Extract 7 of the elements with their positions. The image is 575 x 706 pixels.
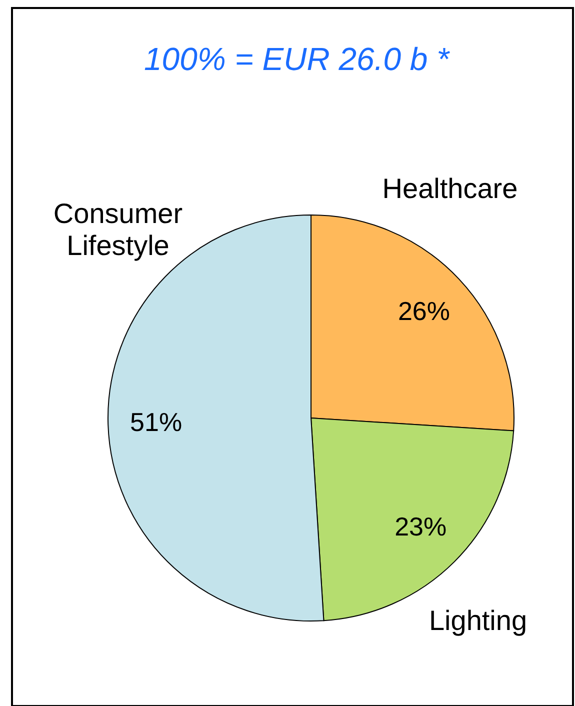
slice-label: Consumer Lifestyle bbox=[53, 198, 183, 261]
data-label: 26% bbox=[398, 296, 450, 326]
slice-label: Healthcare bbox=[382, 173, 518, 204]
slice-label: Lighting bbox=[428, 605, 528, 636]
data-label: 51% bbox=[130, 406, 182, 437]
chart-title: 100% = EUR 26.0 b * bbox=[144, 41, 451, 77]
data-label: 23% bbox=[394, 512, 447, 542]
